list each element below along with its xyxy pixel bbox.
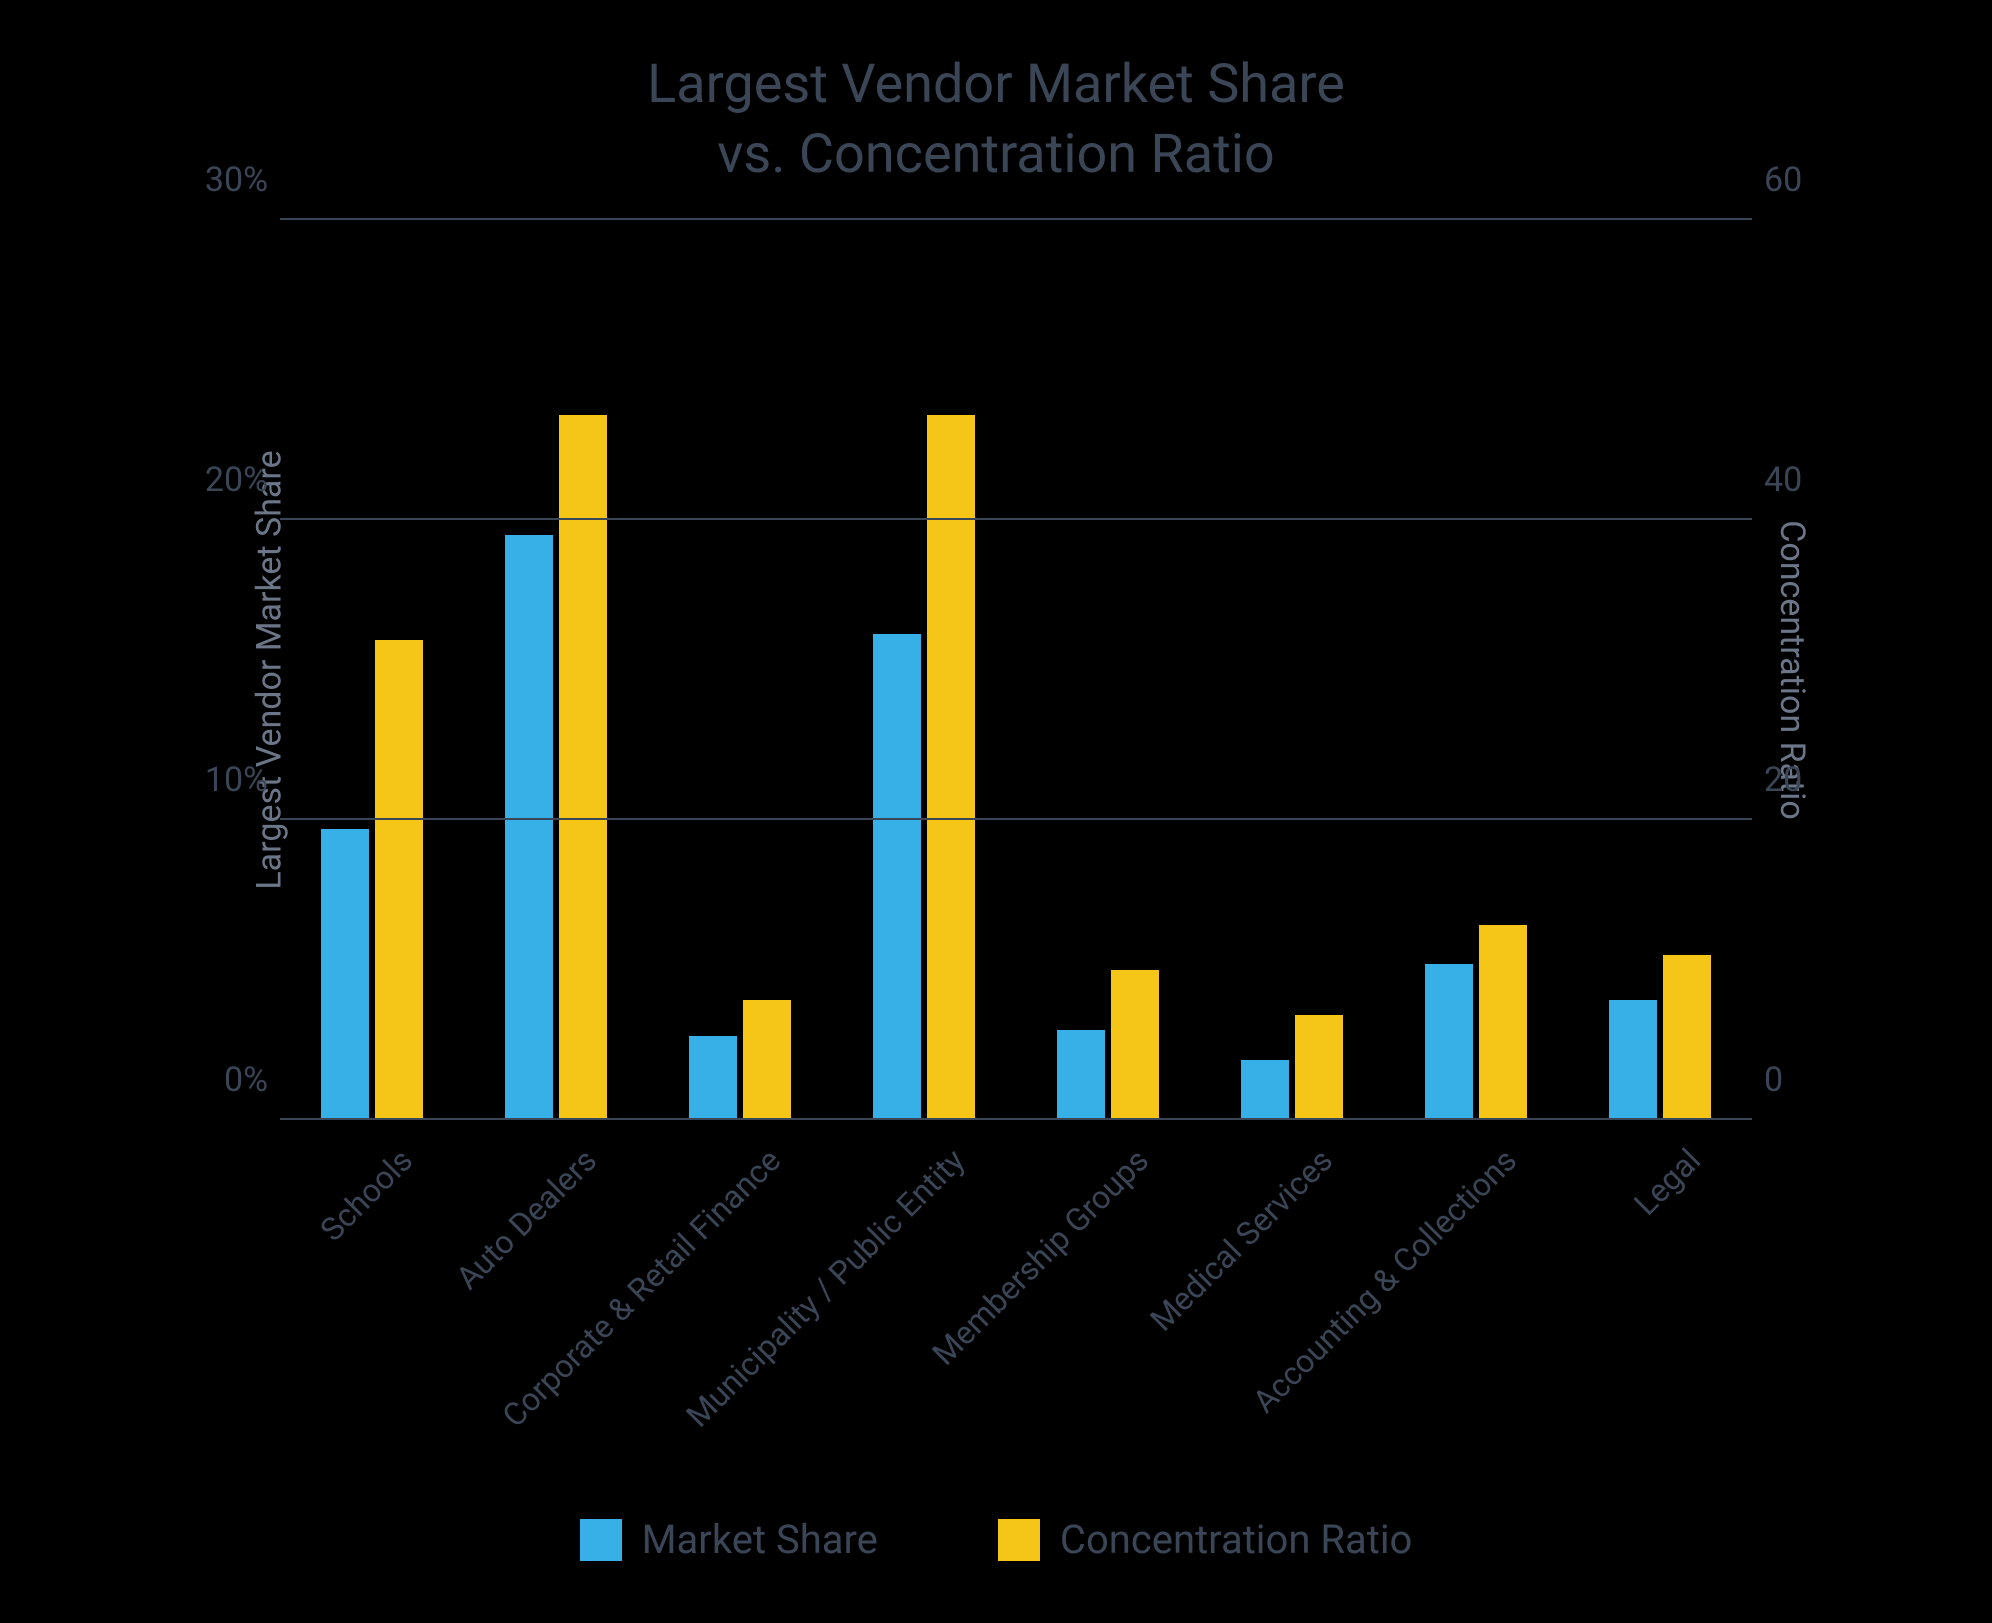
category-group: Corporate & Retail Finance [648, 220, 832, 1120]
bar-concentration-ratio [559, 415, 607, 1120]
bar-concentration-ratio [927, 415, 975, 1120]
bar-market-share [321, 829, 369, 1120]
chart-container: Largest Vendor Market Share vs. Concentr… [0, 0, 1992, 1623]
x-axis-label: Medical Services [1143, 1142, 1340, 1339]
category-group: Medical Services [1200, 220, 1384, 1120]
bar-market-share [689, 1036, 737, 1120]
legend-label-concentration-ratio: Concentration Ratio [1060, 1516, 1412, 1563]
bar-market-share [505, 535, 553, 1120]
gridline [280, 1118, 1752, 1120]
legend-swatch-concentration-ratio [998, 1519, 1040, 1561]
y-tick-left: 0% [224, 1060, 268, 1100]
bar-concentration-ratio [1295, 1015, 1343, 1120]
y-tick-right: 0 [1764, 1060, 1783, 1100]
category-group: Membership Groups [1016, 220, 1200, 1120]
bar-concentration-ratio [1111, 970, 1159, 1120]
bar-market-share [873, 634, 921, 1120]
bar-concentration-ratio [375, 640, 423, 1120]
y-tick-left: 30% [205, 160, 268, 200]
legend-swatch-market-share [580, 1519, 622, 1561]
category-group: Legal [1568, 220, 1752, 1120]
bar-concentration-ratio [1663, 955, 1711, 1120]
bar-concentration-ratio [1479, 925, 1527, 1120]
y-tick-right: 60 [1764, 160, 1802, 200]
legend: Market Share Concentration Ratio [0, 1516, 1992, 1563]
y-tick-right: 40 [1764, 460, 1802, 500]
category-group: Auto Dealers [464, 220, 648, 1120]
x-axis-label: Schools [312, 1142, 420, 1250]
title-line-1: Largest Vendor Market Share [647, 53, 1345, 116]
chart-title: Largest Vendor Market Share vs. Concentr… [80, 50, 1912, 190]
title-line-2: vs. Concentration Ratio [717, 123, 1274, 186]
gridline [280, 818, 1752, 820]
y-tick-left: 10% [205, 760, 268, 800]
plot-area: SchoolsAuto DealersCorporate & Retail Fi… [280, 220, 1752, 1120]
y-tick-right: 20 [1764, 760, 1802, 800]
bar-concentration-ratio [743, 1000, 791, 1120]
y-tick-left: 20% [205, 460, 268, 500]
category-group: Accounting & Collections [1384, 220, 1568, 1120]
bar-market-share [1609, 1000, 1657, 1120]
category-group: Schools [280, 220, 464, 1120]
x-axis-label: Auto Dealers [448, 1142, 604, 1298]
gridline [280, 218, 1752, 220]
gridline [280, 518, 1752, 520]
legend-item-concentration-ratio: Concentration Ratio [998, 1516, 1412, 1563]
bar-market-share [1241, 1060, 1289, 1120]
legend-item-market-share: Market Share [580, 1516, 878, 1563]
x-axis-label: Legal [1627, 1142, 1709, 1224]
plot-wrap: Largest Vendor Market Share Concentratio… [80, 220, 1912, 1120]
category-group: Municipality / Public Entity [832, 220, 1016, 1120]
bar-market-share [1057, 1030, 1105, 1120]
bars-layer: SchoolsAuto DealersCorporate & Retail Fi… [280, 220, 1752, 1120]
legend-label-market-share: Market Share [642, 1516, 878, 1563]
bar-market-share [1425, 964, 1473, 1120]
